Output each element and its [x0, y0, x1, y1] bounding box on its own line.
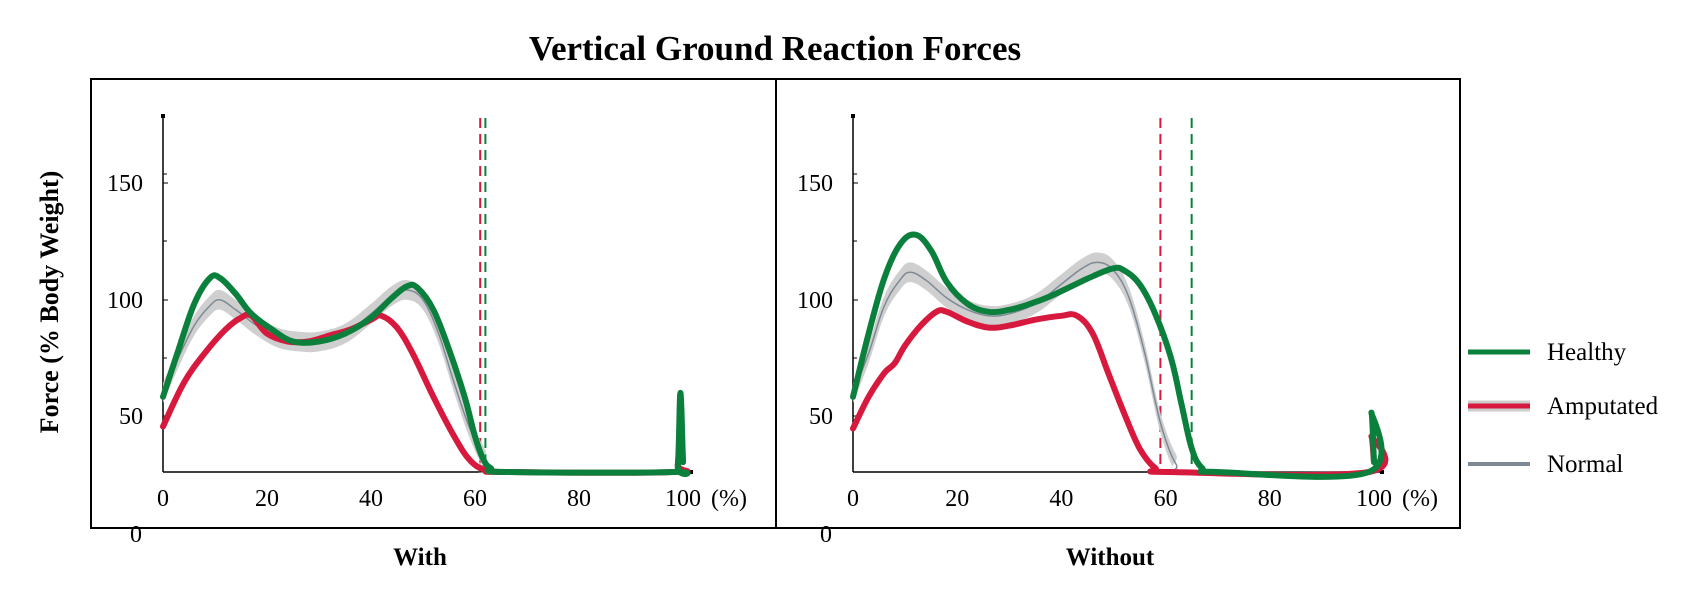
axis-end-marker [851, 114, 855, 118]
normal-std-band [853, 252, 1374, 476]
y-tick-label: 150 [797, 171, 833, 197]
x-tick-label: 60 [463, 486, 487, 512]
y-tick-label: 100 [107, 288, 143, 314]
x-unit-label: (%) [1402, 486, 1438, 512]
y-tick-label: 50 [119, 404, 143, 430]
chart-legend: Healthy Amputated Normal [1468, 339, 1659, 478]
plot-panel-without: 50 100 150 0 20 40 60 80 100 (%) 0 Without [797, 114, 1438, 571]
axis-end-marker [689, 470, 693, 474]
zero-label: 0 [820, 522, 832, 548]
x-tick-label: 40 [359, 486, 383, 512]
legend-label-healthy: Healthy [1547, 339, 1627, 366]
y-tick-label: 50 [809, 404, 833, 430]
series-line-amputated [850, 307, 1389, 478]
y-axis-label: Force (% Body Weight) [35, 171, 64, 434]
axis-end-marker [161, 114, 165, 118]
x-tick-label: 20 [945, 486, 969, 512]
x-tick-label: 40 [1049, 486, 1073, 512]
x-tick-label: 100 [665, 486, 701, 512]
x-tick-label: 60 [1154, 486, 1178, 512]
legend-label-normal: Normal [1547, 451, 1623, 478]
y-tick-label: 150 [107, 171, 143, 197]
plot-panel-with: 50 100 150 0 20 40 60 80 100 (%) 0 With [107, 114, 747, 571]
x-tick-label: 100 [1356, 486, 1392, 512]
normal-std-band [163, 280, 683, 474]
panel-label: Without [1066, 544, 1155, 571]
series-line-healthy [850, 231, 1385, 480]
y-tick-label: 100 [797, 288, 833, 314]
x-unit-label: (%) [711, 486, 747, 512]
axis-end-marker [1380, 470, 1384, 474]
panel-frame-without [775, 78, 1461, 529]
legend-label-amputated: Amputated [1547, 393, 1659, 420]
x-tick-label: 80 [567, 486, 591, 512]
panel-label: With [393, 544, 447, 571]
zero-label: 0 [130, 522, 142, 548]
x-tick-label: 0 [157, 486, 169, 512]
chart-title: Vertical Ground Reaction Forces [529, 29, 1021, 68]
x-tick-label: 80 [1258, 486, 1282, 512]
x-tick-label: 0 [847, 486, 859, 512]
series-line-amputated [160, 311, 691, 476]
series-line-healthy [160, 272, 691, 478]
x-tick-label: 20 [255, 486, 279, 512]
